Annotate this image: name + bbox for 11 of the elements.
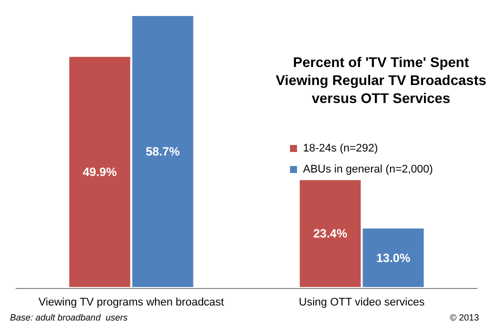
text: Percent of 'TV Time' Spent Viewing Regular TV Broadcasts versus OTT Services [276, 54, 486, 106]
data-label: 58.7% [146, 144, 180, 158]
x-tick-label: Using OTT video services [298, 296, 426, 308]
text: Base: adult broadband users [10, 312, 128, 322]
data-label: 23.4% [313, 226, 348, 241]
x-tick-label: Viewing TV programs when broadcast [38, 296, 224, 308]
text: © 2013 [450, 312, 480, 322]
legend-label: 18-24s (n=292) [303, 142, 378, 154]
data-label: 13.0% [376, 250, 411, 265]
legend-label: ABUs in general (n=2,000) [303, 164, 433, 176]
data-label: 49.9% [82, 164, 118, 179]
